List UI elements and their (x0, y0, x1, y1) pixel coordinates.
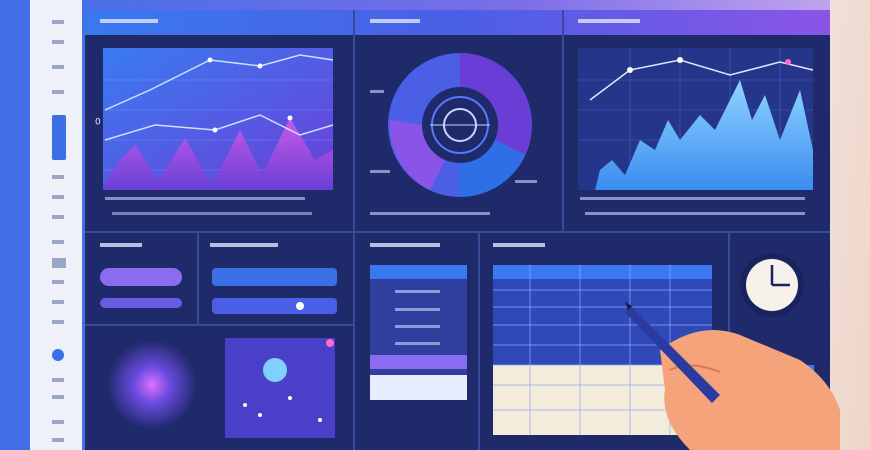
area-chart-panel-part (105, 197, 312, 215)
sidebar-part-part (52, 258, 66, 268)
donut-chart-panel-part-part (370, 170, 390, 173)
list-panel-part-part (395, 342, 440, 345)
sidebar-part-part (52, 195, 64, 199)
scatter-panels-part-part (243, 403, 247, 407)
main-panel-part (85, 10, 830, 450)
list-panel-part (370, 265, 467, 279)
area-chart-panel-part (103, 118, 333, 190)
clock (740, 253, 814, 415)
hand-with-pen-part (625, 305, 720, 403)
scatter-panels (107, 338, 335, 438)
area-chart-panel-part-part (112, 212, 312, 215)
sidebar-part-part (52, 280, 64, 284)
area-chart-panel-part (104, 54, 334, 111)
donut-chart-panel-part (370, 90, 537, 215)
slider-panels (100, 268, 337, 314)
list-panel-part (370, 355, 467, 369)
sidebar-part-part (52, 90, 64, 94)
scatter-panels-part-part (288, 396, 292, 400)
slider-panels-part (100, 298, 182, 308)
main-panel-part-part (370, 19, 420, 23)
peak-chart-panel-part-part (677, 57, 683, 63)
scatter-panels-part (107, 340, 197, 430)
hand-with-pen-part (625, 302, 632, 310)
main-panel-part-part (100, 19, 158, 23)
scatter-panels-part (225, 338, 335, 438)
main-panel-part-part (210, 243, 278, 247)
donut-chart-panel-part (460, 140, 525, 197)
data-table-part (493, 265, 712, 279)
peak-chart-panel-part (595, 80, 813, 190)
list-panel (370, 265, 467, 400)
scatter-panels-part (243, 339, 334, 422)
scatter-panels-part-part (258, 413, 262, 417)
main-panel-part-part (100, 243, 142, 247)
list-panel-part (370, 375, 467, 400)
list-panel-part (395, 290, 440, 345)
peak-chart-panel-part-part (627, 67, 633, 73)
scatter-panels-part-part (318, 418, 322, 422)
main-panel-part (85, 10, 830, 35)
sidebar-part-part (52, 65, 64, 69)
slider-panels-part (100, 268, 182, 286)
donut-chart-panel-part-part (370, 212, 490, 215)
sidebar-part-part (52, 175, 64, 179)
donut-chart-panel-part (389, 120, 445, 190)
peak-chart-panel (578, 48, 814, 215)
peak-chart-panel-part (580, 197, 805, 215)
sidebar-part-part (52, 378, 64, 382)
area-chart-panel-part (207, 57, 293, 133)
list-panel-part-part (395, 290, 440, 293)
hand-with-pen-part (669, 364, 721, 373)
sidebar-part-part (52, 40, 64, 44)
area-chart-panel-part-part (207, 57, 213, 63)
area-chart-panel-part-part (257, 63, 263, 69)
scatter-panels-part-part (326, 339, 334, 347)
main-panel-part-part (578, 19, 640, 23)
background-part (830, 0, 870, 450)
area-chart-panel-part-part (105, 197, 305, 200)
sidebar-part-part (52, 240, 64, 244)
y-axis-label: 0 (95, 118, 101, 128)
main-panel-part-part (370, 243, 440, 247)
sidebar-part-part (52, 215, 64, 219)
main-panel-part-part (493, 243, 545, 247)
peak-chart-panel-part-part (580, 197, 805, 200)
sidebar-part-part (52, 420, 64, 424)
hand-with-pen (625, 302, 840, 450)
main-panel-part (100, 19, 640, 247)
scatter-panels-part (263, 358, 287, 382)
slider-panels-part (212, 298, 337, 314)
peak-chart-panel-part-part (785, 59, 791, 65)
sidebar-part (52, 349, 64, 361)
sidebar-part (52, 20, 66, 442)
donut-chart-panel-part-part (515, 180, 537, 183)
area-chart-panel-part (104, 114, 334, 141)
sidebar-part-part (52, 20, 64, 24)
slider-panels-part (296, 302, 304, 310)
area-chart-panel: 0 (95, 48, 334, 215)
list-panel-part-part (395, 325, 440, 328)
sidebar (30, 0, 82, 450)
sidebar-part-part (52, 320, 64, 324)
peak-chart-panel-part (627, 57, 791, 73)
sidebar-part-part (52, 395, 64, 399)
sidebar-part-part (52, 300, 64, 304)
area-chart-panel-part-part (287, 115, 293, 121)
donut-chart-panel-part-part (370, 90, 384, 93)
slider-panels-part (212, 268, 337, 286)
donut-chart-panel-part (460, 53, 532, 155)
area-chart-panel-part-part (212, 127, 218, 133)
peak-chart-panel-part-part (585, 212, 805, 215)
donut-chart-panel (370, 53, 537, 215)
list-panel-part-part (395, 308, 440, 311)
sidebar-part (52, 115, 66, 160)
sidebar-part-part (52, 438, 64, 442)
hand-with-pen-part (660, 330, 840, 450)
sidebar-part (30, 0, 82, 450)
